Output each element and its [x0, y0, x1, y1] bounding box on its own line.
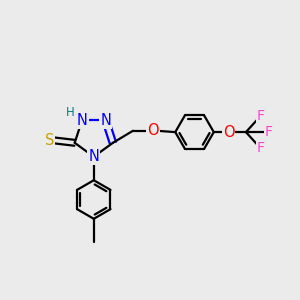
Text: O: O	[147, 123, 159, 138]
Text: N: N	[88, 149, 99, 164]
Text: H: H	[66, 106, 74, 119]
Text: F: F	[256, 109, 265, 123]
Text: F: F	[265, 125, 273, 139]
Text: N: N	[100, 113, 111, 128]
Text: O: O	[223, 124, 234, 140]
Text: F: F	[256, 141, 265, 155]
Text: N: N	[76, 113, 87, 128]
Text: S: S	[45, 133, 54, 148]
